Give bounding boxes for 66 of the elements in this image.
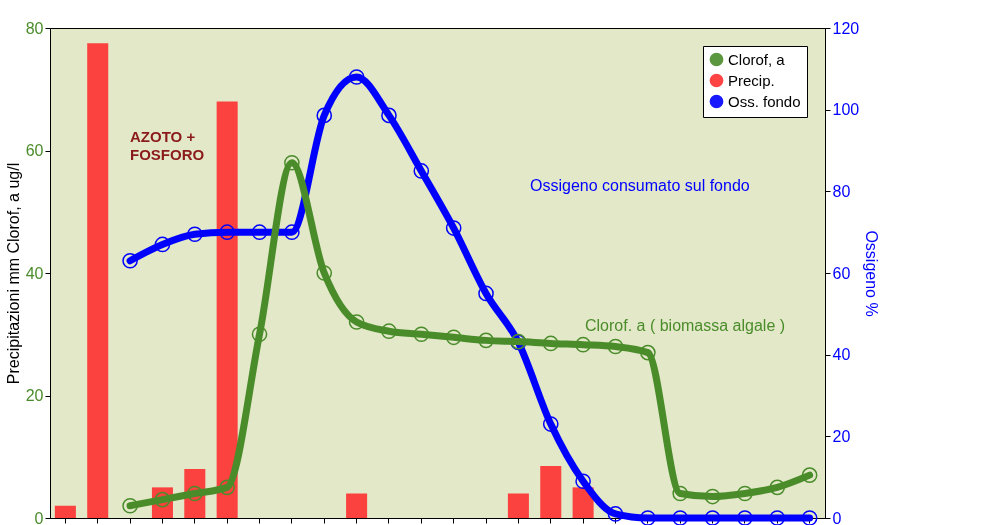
bar	[540, 465, 562, 518]
bar	[87, 43, 109, 518]
y-tick-label: 80	[25, 19, 44, 37]
bar	[346, 493, 368, 518]
point	[704, 488, 721, 505]
point	[186, 226, 203, 243]
point	[348, 69, 365, 85]
point	[801, 467, 818, 483]
point	[445, 329, 462, 346]
point	[704, 510, 721, 525]
bar	[54, 505, 76, 518]
y2-tick-label: 80	[832, 182, 851, 200]
point	[219, 224, 235, 240]
point	[251, 224, 268, 240]
point	[284, 154, 300, 171]
point	[381, 107, 397, 124]
y-axis-title: Precipitazioni mm Clorof, a ug/l	[4, 162, 22, 385]
point	[219, 479, 235, 496]
y-tick-label: 60	[25, 142, 44, 159]
point	[284, 224, 300, 240]
y2-axis-title: Ossigeno %	[863, 230, 881, 317]
point	[575, 336, 591, 353]
point	[381, 323, 397, 339]
point	[478, 332, 494, 349]
annotation: AZOTO + FOSFORO	[130, 128, 205, 163]
point	[575, 473, 591, 490]
point	[640, 344, 656, 361]
point	[122, 252, 138, 269]
point	[542, 335, 559, 352]
point	[154, 236, 171, 253]
point	[672, 485, 689, 502]
legend-label: Oss. fondo	[728, 92, 801, 110]
bar	[507, 493, 529, 518]
y2-tick-label: 60	[832, 264, 851, 282]
y2-tick-label: 40	[832, 346, 851, 364]
point	[445, 220, 462, 236]
point	[672, 510, 689, 525]
point	[316, 107, 333, 124]
point	[348, 314, 365, 330]
point	[316, 265, 333, 281]
point	[413, 163, 430, 179]
point	[769, 510, 786, 525]
point	[251, 326, 268, 343]
annotation: Ossigeno consumato sul fondo	[530, 177, 750, 194]
point	[122, 497, 138, 514]
y-tick-label: 20	[25, 387, 44, 404]
annotation: Clorof. a ( biomassa algale )	[585, 317, 786, 334]
point	[640, 510, 656, 525]
legend-label: Precip.	[728, 71, 775, 89]
y2-tick-label: 0	[832, 509, 842, 525]
y2-tick-label: 100	[832, 101, 860, 119]
y-tick-label: 40	[25, 264, 44, 282]
y-tick-label: 0	[34, 509, 44, 525]
point	[542, 416, 559, 432]
point	[607, 338, 624, 355]
point	[801, 510, 818, 525]
point	[413, 326, 430, 343]
legend-label: Clorof, a	[728, 50, 786, 68]
point	[478, 285, 494, 302]
y2-tick-label: 120	[832, 19, 860, 37]
point	[737, 510, 753, 525]
point	[607, 506, 624, 522]
point	[769, 479, 786, 496]
y2-tick-label: 20	[832, 427, 851, 445]
bar	[216, 101, 238, 518]
point	[737, 485, 753, 502]
